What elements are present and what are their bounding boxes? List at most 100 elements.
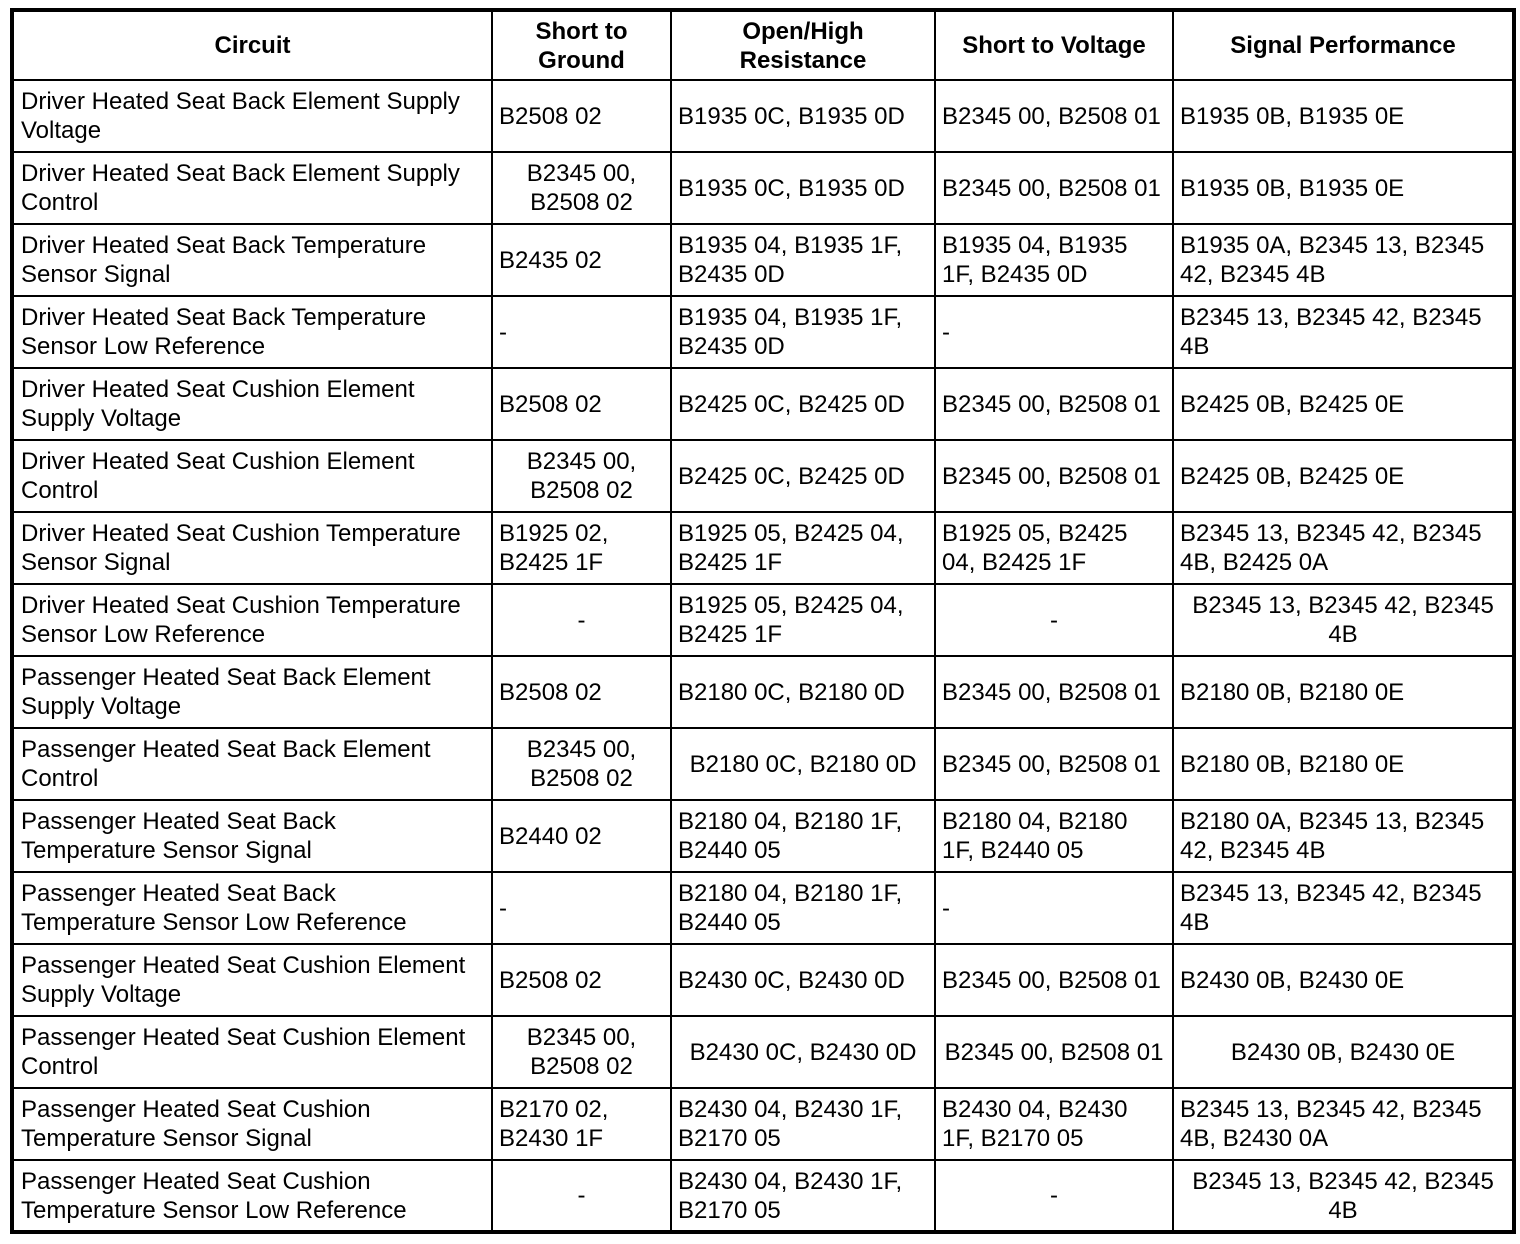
dtc-codes-cell: - [491, 1159, 672, 1233]
dtc-codes-cell: B2430 0B, B2430 0E [1172, 943, 1515, 1017]
circuit-name-cell: Driver Heated Seat Back Element Supply C… [11, 151, 493, 225]
dtc-codes-cell: B1935 0A, B2345 13, B2345 42, B2345 4B [1172, 223, 1515, 297]
dtc-codes-cell: - [491, 871, 672, 945]
dtc-codes-cell: B2180 0B, B2180 0E [1172, 727, 1515, 801]
dtc-codes-cell: B2508 02 [491, 655, 672, 729]
dtc-codes-cell: B2345 00, B2508 01 [934, 655, 1174, 729]
table-row: Driver Heated Seat Cushion Temperature S… [11, 511, 1515, 585]
circuit-name-cell: Driver Heated Seat Cushion Element Contr… [11, 439, 493, 513]
dtc-codes-cell: B2430 04, B2430 1F, B2170 05 [934, 1087, 1174, 1161]
dtc-codes-cell: B2430 04, B2430 1F, B2170 05 [670, 1087, 936, 1161]
dtc-codes-cell: - [934, 1159, 1174, 1233]
table-row: Driver Heated Seat Back Element Supply V… [11, 79, 1515, 153]
circuit-name-cell: Driver Heated Seat Cushion Temperature S… [11, 511, 493, 585]
dtc-codes-cell: B1935 0C, B1935 0D [670, 79, 936, 153]
circuit-name-cell: Passenger Heated Seat Cushion Temperatur… [11, 1087, 493, 1161]
dtc-codes-cell: B2345 00, B2508 01 [934, 727, 1174, 801]
dtc-codes-cell: B2440 02 [491, 799, 672, 873]
table-row: Passenger Heated Seat Cushion Element Co… [11, 1015, 1515, 1089]
circuit-name-cell: Driver Heated Seat Cushion Temperature S… [11, 583, 493, 657]
column-header-short-to-ground: Short to Ground [491, 9, 672, 81]
circuit-name-cell: Passenger Heated Seat Back Temperature S… [11, 871, 493, 945]
table-header-row: Circuit Short to Ground Open/High Resistan… [11, 9, 1515, 81]
table-row: Driver Heated Seat Cushion Element Suppl… [11, 367, 1515, 441]
dtc-codes-cell: B1925 02, B2425 1F [491, 511, 672, 585]
dtc-codes-cell: B2180 0C, B2180 0D [670, 655, 936, 729]
dtc-codes-cell: B2345 13, B2345 42, B2345 4B, B2425 0A [1172, 511, 1515, 585]
dtc-codes-cell: B2180 0B, B2180 0E [1172, 655, 1515, 729]
dtc-codes-cell: B2345 00, B2508 02 [491, 151, 672, 225]
table-body: Driver Heated Seat Back Element Supply V… [11, 79, 1515, 1233]
table-row: Driver Heated Seat Back Element Supply C… [11, 151, 1515, 225]
table-row: Passenger Heated Seat Back Element Suppl… [11, 655, 1515, 729]
dtc-codes-cell: B1925 05, B2425 04, B2425 1F [670, 511, 936, 585]
dtc-codes-cell: - [934, 583, 1174, 657]
dtc-codes-cell: B1935 04, B1935 1F, B2435 0D [934, 223, 1174, 297]
dtc-codes-cell: B2345 13, B2345 42, B2345 4B [1172, 295, 1515, 369]
circuit-name-cell: Passenger Heated Seat Back Temperature S… [11, 799, 493, 873]
dtc-codes-cell: B2345 00, B2508 01 [934, 943, 1174, 1017]
dtc-codes-cell: B2170 02, B2430 1F [491, 1087, 672, 1161]
dtc-codes-cell: B2508 02 [491, 367, 672, 441]
dtc-codes-cell: B2508 02 [491, 79, 672, 153]
dtc-codes-cell: B1935 04, B1935 1F, B2435 0D [670, 295, 936, 369]
dtc-codes-cell: B2180 04, B2180 1F, B2440 05 [934, 799, 1174, 873]
dtc-codes-cell: B2425 0C, B2425 0D [670, 439, 936, 513]
circuit-name-cell: Passenger Heated Seat Cushion Element Su… [11, 943, 493, 1017]
table-row: Passenger Heated Seat Cushion Temperatur… [11, 1159, 1515, 1233]
dtc-codes-cell: B2345 00, B2508 01 [934, 79, 1174, 153]
dtc-codes-cell: B2345 00, B2508 01 [934, 1015, 1174, 1089]
dtc-codes-cell: B2180 0A, B2345 13, B2345 42, B2345 4B [1172, 799, 1515, 873]
dtc-codes-cell: B2345 00, B2508 02 [491, 439, 672, 513]
circuit-name-cell: Passenger Heated Seat Back Element Contr… [11, 727, 493, 801]
dtc-codes-cell: B2345 13, B2345 42, B2345 4B [1172, 1159, 1515, 1233]
dtc-codes-cell: B1925 05, B2425 04, B2425 1F [670, 583, 936, 657]
table-row: Passenger Heated Seat Cushion Temperatur… [11, 1087, 1515, 1161]
table-row: Driver Heated Seat Back Temperature Sens… [11, 223, 1515, 297]
dtc-codes-cell: B2430 0C, B2430 0D [670, 943, 936, 1017]
dtc-codes-cell: B2425 0B, B2425 0E [1172, 439, 1515, 513]
table-row: Passenger Heated Seat Back Temperature S… [11, 799, 1515, 873]
table-row: Driver Heated Seat Cushion Element Contr… [11, 439, 1515, 513]
dtc-codes-cell: B1925 05, B2425 04, B2425 1F [934, 511, 1174, 585]
dtc-codes-cell: B2345 13, B2345 42, B2345 4B [1172, 583, 1515, 657]
circuit-name-cell: Driver Heated Seat Cushion Element Suppl… [11, 367, 493, 441]
table-row: Passenger Heated Seat Back Temperature S… [11, 871, 1515, 945]
dtc-codes-cell: B2180 0C, B2180 0D [670, 727, 936, 801]
column-header-short-to-voltage: Short to Voltage [934, 9, 1174, 81]
column-header-circuit: Circuit [11, 9, 493, 81]
circuit-name-cell: Passenger Heated Seat Back Element Suppl… [11, 655, 493, 729]
dtc-codes-cell: B1935 0B, B1935 0E [1172, 151, 1515, 225]
dtc-codes-cell: - [934, 871, 1174, 945]
table-row: Driver Heated Seat Cushion Temperature S… [11, 583, 1515, 657]
circuit-name-cell: Driver Heated Seat Back Temperature Sens… [11, 295, 493, 369]
column-header-signal-performance: Signal Performance [1172, 9, 1515, 81]
dtc-circuit-table: Circuit Short to Ground Open/High Resistan… [10, 8, 1516, 1234]
dtc-codes-cell: B2345 13, B2345 42, B2345 4B [1172, 871, 1515, 945]
dtc-codes-cell: B2180 04, B2180 1F, B2440 05 [670, 871, 936, 945]
dtc-codes-cell: B2430 0C, B2430 0D [670, 1015, 936, 1089]
dtc-codes-cell: B2430 0B, B2430 0E [1172, 1015, 1515, 1089]
dtc-codes-cell: B1935 0B, B1935 0E [1172, 79, 1515, 153]
dtc-codes-cell: B2345 13, B2345 42, B2345 4B, B2430 0A [1172, 1087, 1515, 1161]
table-row: Passenger Heated Seat Back Element Contr… [11, 727, 1515, 801]
circuit-name-cell: Passenger Heated Seat Cushion Element Co… [11, 1015, 493, 1089]
dtc-codes-cell: B2425 0C, B2425 0D [670, 367, 936, 441]
dtc-codes-cell: B2345 00, B2508 02 [491, 1015, 672, 1089]
table-row: Passenger Heated Seat Cushion Element Su… [11, 943, 1515, 1017]
dtc-codes-cell: - [934, 295, 1174, 369]
dtc-codes-cell: B2345 00, B2508 01 [934, 151, 1174, 225]
dtc-codes-cell: B1935 0C, B1935 0D [670, 151, 936, 225]
dtc-codes-cell: B1935 04, B1935 1F, B2435 0D [670, 223, 936, 297]
table-row: Driver Heated Seat Back Temperature Sens… [11, 295, 1515, 369]
dtc-codes-cell: B2345 00, B2508 01 [934, 439, 1174, 513]
dtc-codes-cell: - [491, 295, 672, 369]
dtc-codes-cell: B2435 02 [491, 223, 672, 297]
circuit-name-cell: Driver Heated Seat Back Temperature Sens… [11, 223, 493, 297]
dtc-codes-cell: B2345 00, B2508 02 [491, 727, 672, 801]
table-header: Circuit Short to Ground Open/High Resistan… [11, 9, 1515, 81]
circuit-name-cell: Driver Heated Seat Back Element Supply V… [11, 79, 493, 153]
circuit-name-cell: Passenger Heated Seat Cushion Temperatur… [11, 1159, 493, 1233]
dtc-codes-cell: B2345 00, B2508 01 [934, 367, 1174, 441]
